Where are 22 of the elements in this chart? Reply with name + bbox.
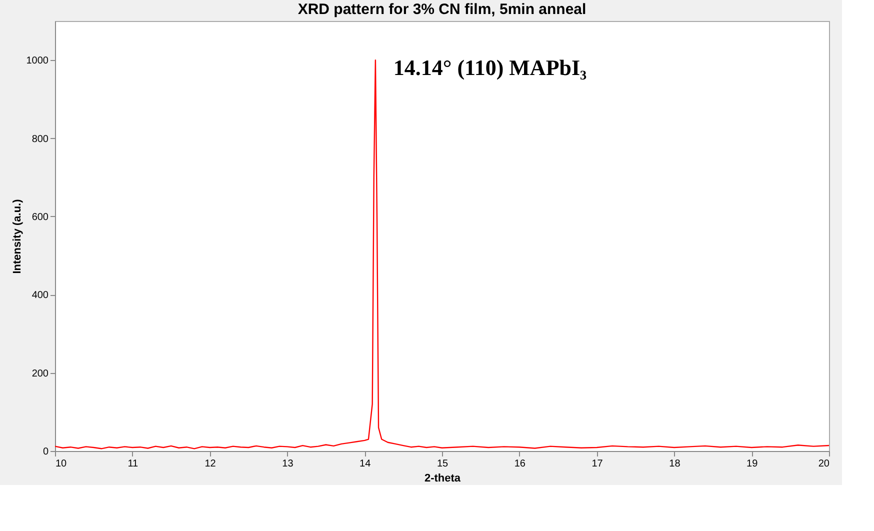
y-tick-label: 0 bbox=[42, 446, 49, 458]
x-tick-label: 18 bbox=[669, 458, 681, 470]
chart-title: XRD pattern for 3% CN film, 5min anneal bbox=[298, 1, 586, 18]
x-tick-label: 19 bbox=[746, 458, 758, 470]
x-tick-label: 15 bbox=[436, 458, 448, 470]
x-tick-label: 17 bbox=[592, 458, 604, 470]
x-tick-label: 13 bbox=[282, 458, 294, 470]
x-tick-label: 12 bbox=[204, 458, 216, 470]
x-tick-label: 11 bbox=[128, 458, 139, 470]
y-tick-label: 600 bbox=[32, 212, 49, 223]
x-tick-label: 14 bbox=[360, 458, 372, 470]
y-tick-label: 400 bbox=[32, 290, 49, 302]
y-axis-title: Intensity (a.u.) bbox=[11, 198, 24, 274]
x-tick-label: 20 bbox=[818, 458, 830, 470]
x-tick-label: 10 bbox=[56, 458, 68, 470]
line-series bbox=[55, 59, 829, 450]
y-tick-label: 800 bbox=[32, 134, 49, 145]
annotation: 14.14° (110) MAPbI₃ bbox=[393, 55, 588, 80]
x-tick-label: 16 bbox=[514, 458, 526, 470]
y-tick-label: 200 bbox=[32, 368, 49, 380]
y-tick-label: 1000 bbox=[26, 56, 49, 67]
x-axis-title: 2-theta bbox=[424, 472, 462, 484]
